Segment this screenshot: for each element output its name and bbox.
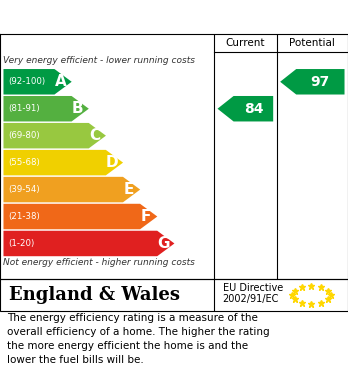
Text: Very energy efficient - lower running costs: Very energy efficient - lower running co… <box>3 56 196 65</box>
Text: G: G <box>157 236 169 251</box>
Text: (39-54): (39-54) <box>9 185 40 194</box>
Text: F: F <box>141 209 151 224</box>
Text: (69-80): (69-80) <box>9 131 40 140</box>
Text: A: A <box>55 74 66 89</box>
Text: B: B <box>72 101 84 116</box>
Text: (21-38): (21-38) <box>9 212 40 221</box>
Text: Not energy efficient - higher running costs: Not energy efficient - higher running co… <box>3 258 195 267</box>
Text: D: D <box>105 155 118 170</box>
Text: E: E <box>124 182 134 197</box>
Text: (81-91): (81-91) <box>9 104 40 113</box>
Text: Energy Efficiency Rating: Energy Efficiency Rating <box>9 9 230 25</box>
Polygon shape <box>218 96 273 122</box>
Text: (1-20): (1-20) <box>9 239 35 248</box>
Polygon shape <box>3 69 72 95</box>
Text: EU Directive
2002/91/EC: EU Directive 2002/91/EC <box>223 283 283 304</box>
Text: England & Wales: England & Wales <box>9 286 180 304</box>
Polygon shape <box>3 177 140 202</box>
Text: C: C <box>89 128 100 143</box>
Text: (92-100): (92-100) <box>9 77 46 86</box>
Polygon shape <box>280 69 345 95</box>
Text: 84: 84 <box>244 102 263 116</box>
Polygon shape <box>3 204 157 229</box>
Text: Potential: Potential <box>290 38 335 48</box>
Text: (55-68): (55-68) <box>9 158 40 167</box>
Text: 97: 97 <box>311 75 330 89</box>
Polygon shape <box>3 150 123 176</box>
Text: Current: Current <box>226 38 265 48</box>
Text: The energy efficiency rating is a measure of the
overall efficiency of a home. T: The energy efficiency rating is a measur… <box>7 313 270 365</box>
Polygon shape <box>3 123 106 149</box>
Polygon shape <box>3 96 89 122</box>
Polygon shape <box>3 231 174 256</box>
